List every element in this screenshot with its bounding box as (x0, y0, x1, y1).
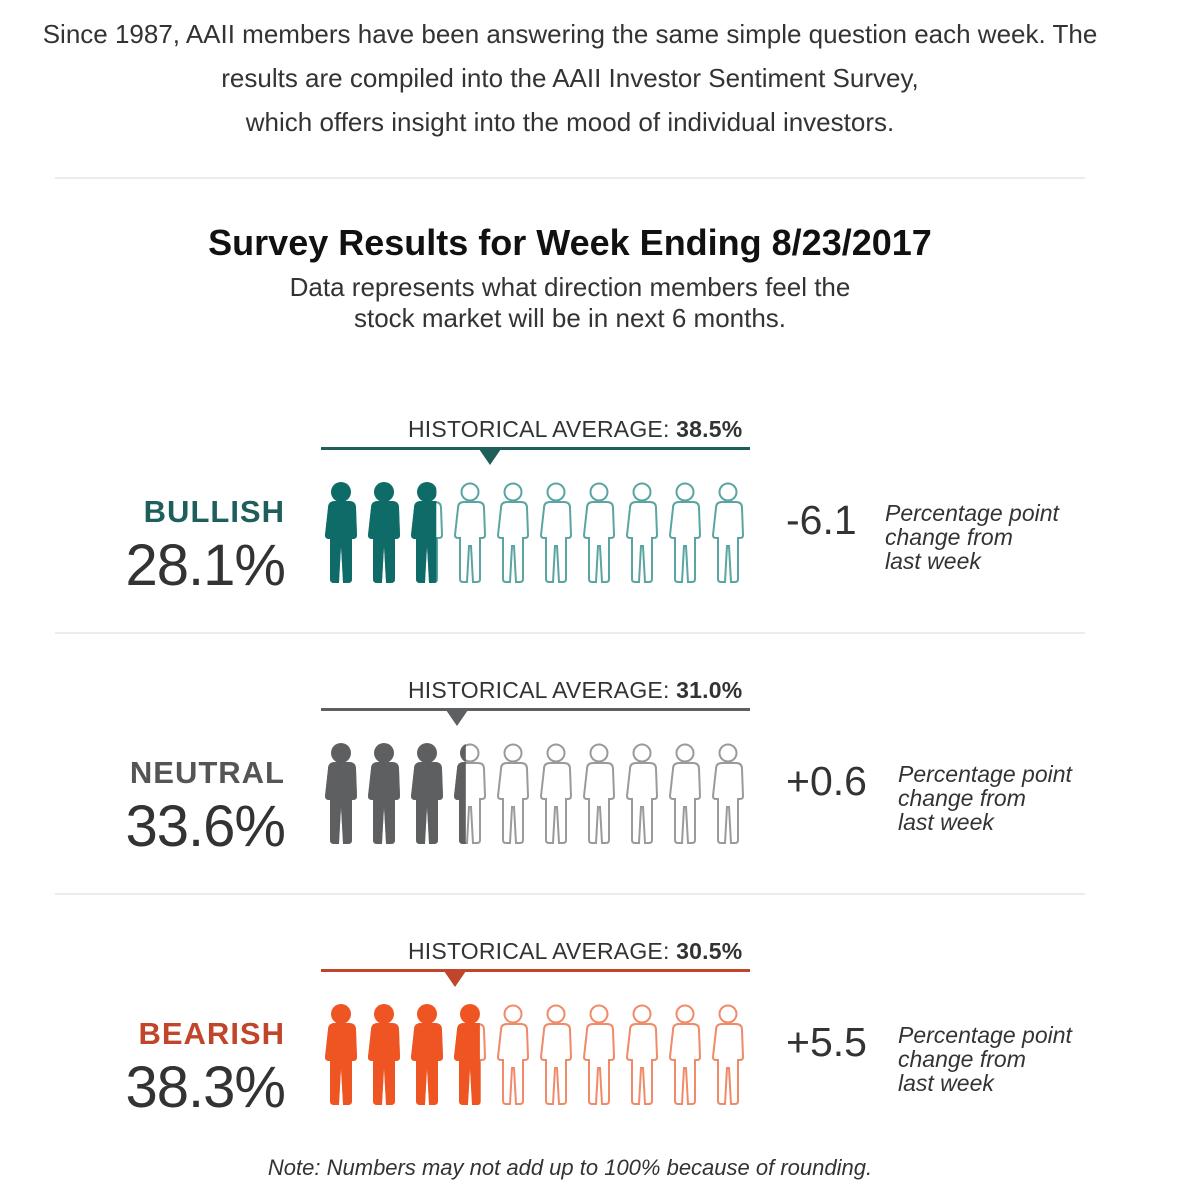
intro-line-3: which offers insight into the mood of in… (245, 107, 895, 137)
change-value: +0.6 (786, 758, 867, 804)
person-icon (668, 743, 702, 844)
person-icon (324, 743, 358, 844)
sentiment-category-label: BEARISH (138, 1016, 285, 1051)
change-description-line-3: last week (898, 809, 994, 835)
person-icon (453, 482, 487, 583)
historical-average-label: HISTORICAL AVERAGE: 38.5% (408, 416, 742, 443)
historical-average-line (321, 969, 750, 972)
subtitle-line-1: Data represents what direction members f… (289, 272, 851, 302)
divider-row-2 (55, 893, 1085, 895)
historical-average-line (321, 447, 750, 450)
person-icon (367, 1004, 401, 1105)
person-icon (367, 482, 401, 583)
person-icon (668, 482, 702, 583)
sentiment-value: 28.1% (125, 533, 286, 598)
historical-average-value: 31.0% (676, 677, 743, 703)
person-icon (711, 1004, 745, 1105)
person-icon (582, 743, 616, 844)
change-description-line-1: Percentage point (885, 500, 1059, 526)
person-icon (324, 482, 358, 583)
change-description-line-2: change from (898, 1046, 1026, 1072)
historical-average-prefix: HISTORICAL AVERAGE: (408, 416, 670, 442)
person-icon (582, 1004, 616, 1105)
change-description-line-3: last week (885, 548, 981, 574)
historical-average-label: HISTORICAL AVERAGE: 31.0% (408, 677, 742, 704)
historical-average-prefix: HISTORICAL AVERAGE: (408, 677, 670, 703)
person-icon (625, 1004, 659, 1105)
historical-average-marker (444, 971, 467, 987)
person-icon (496, 743, 530, 844)
change-description: Percentage point change from last week (898, 1023, 1072, 1095)
person-icon (625, 482, 659, 583)
person-icon (496, 1004, 530, 1105)
person-icon (539, 482, 573, 583)
page-title: Survey Results for Week Ending 8/23/2017 (208, 222, 932, 263)
intro-line-1: Since 1987, AAII members have been answe… (42, 19, 1098, 49)
historical-average-prefix: HISTORICAL AVERAGE: (408, 938, 670, 964)
historical-average-value: 30.5% (676, 938, 743, 964)
person-icon (324, 1004, 358, 1105)
historical-average-label: HISTORICAL AVERAGE: 30.5% (408, 938, 742, 965)
historical-average-marker (446, 710, 469, 726)
change-value: -6.1 (786, 497, 857, 543)
sentiment-value: 33.6% (125, 794, 286, 859)
historical-average-marker (478, 449, 501, 465)
person-icon (496, 482, 530, 583)
sentiment-value: 38.3% (125, 1055, 286, 1120)
person-icon (410, 1004, 444, 1105)
intro-text: Since 1987, AAII members have been answe… (0, 12, 1140, 144)
pictogram-people-icons (324, 482, 745, 583)
person-icon (367, 743, 401, 844)
historical-average-line (321, 708, 750, 711)
subtitle: Data represents what direction members f… (0, 272, 1140, 334)
change-description-line-1: Percentage point (898, 1022, 1072, 1048)
subtitle-line-2: stock market will be in next 6 months. (353, 303, 787, 333)
change-description-line-2: change from (885, 524, 1013, 550)
person-icon (410, 743, 444, 844)
person-icon (453, 1004, 487, 1105)
change-description-line-1: Percentage point (898, 761, 1072, 787)
pictogram-people-icons (324, 743, 745, 844)
historical-average-value: 38.5% (676, 416, 743, 442)
sentiment-category-label: BULLISH (143, 494, 285, 529)
person-icon (625, 743, 659, 844)
person-icon (711, 482, 745, 583)
footnote: Note: Numbers may not add up to 100% bec… (267, 1155, 873, 1180)
change-description-line-3: last week (898, 1070, 994, 1096)
divider-row-1 (55, 632, 1085, 634)
change-description: Percentage point change from last week (885, 501, 1059, 573)
person-icon (582, 482, 616, 583)
person-icon (539, 743, 573, 844)
person-icon (453, 743, 487, 844)
person-icon (410, 482, 444, 583)
change-description-line-2: change from (898, 785, 1026, 811)
pictogram-people-icons (324, 1004, 745, 1105)
person-icon (668, 1004, 702, 1105)
change-description: Percentage point change from last week (898, 762, 1072, 834)
intro-line-2: results are compiled into the AAII Inves… (221, 63, 919, 93)
change-value: +5.5 (786, 1019, 867, 1065)
sentiment-category-label: NEUTRAL (129, 755, 285, 790)
person-icon (539, 1004, 573, 1105)
person-icon (711, 743, 745, 844)
divider-top (55, 177, 1085, 179)
